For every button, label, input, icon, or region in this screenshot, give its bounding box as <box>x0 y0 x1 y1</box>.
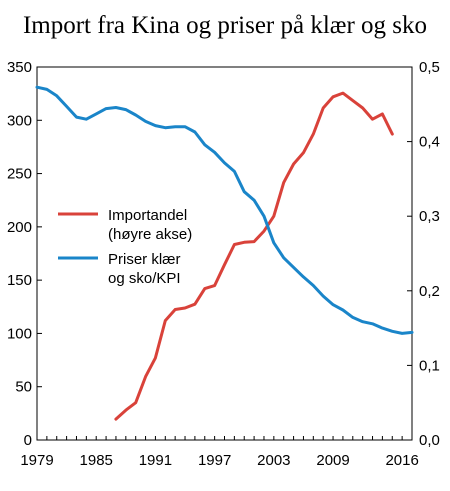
x-tick-label: 2009 <box>316 452 349 469</box>
legend-label-2: Priser klær <box>108 251 181 268</box>
y-left-tick-label: 350 <box>7 59 32 76</box>
x-tick-label: 2003 <box>257 452 290 469</box>
legend-label-1: (høyre akse) <box>108 226 192 243</box>
y-left-tick-label: 250 <box>7 166 32 183</box>
y-right-tick-label: 0,2 <box>419 283 440 300</box>
y-left-tick-label: 0 <box>24 432 32 449</box>
chart-title: Import fra Kina og priser på klær og sko <box>22 12 428 39</box>
series-lines <box>35 85 414 421</box>
y-right-tick-label: 0,1 <box>419 357 440 374</box>
legend-label-2: og sko/KPI <box>108 270 181 287</box>
x-tick-label: 2016 <box>385 452 418 469</box>
y-left-tick-label: 200 <box>7 219 32 236</box>
x-tick-label: 1997 <box>198 452 231 469</box>
legend-label-1: Importandel <box>108 207 187 224</box>
y-right-tick-label: 0,5 <box>419 59 440 76</box>
series-line-1 <box>114 91 394 421</box>
plot-frame <box>36 66 413 441</box>
y-left-tick-label: 50 <box>15 379 32 396</box>
x-tick-label: 1991 <box>139 452 172 469</box>
legend: Importandel (høyre akse) Priser klær og sko… <box>58 207 192 287</box>
y-right-tick-label: 0,3 <box>419 208 440 225</box>
y-left-tick-label: 100 <box>7 325 32 342</box>
axis-ticks: 0 50 100 150 200 250 300 350 0,0 0,1 0,2 0,3 0,4 0,5 1… <box>7 59 440 469</box>
plot-border <box>36 66 413 441</box>
y-right-tick-label: 0,0 <box>419 432 440 449</box>
y-left-tick-label: 300 <box>7 112 32 129</box>
x-tick-label: 1985 <box>80 452 113 469</box>
x-tick-label: 1979 <box>20 452 53 469</box>
y-right-tick-label: 0,4 <box>419 134 440 151</box>
y-left-tick-label: 150 <box>7 272 32 289</box>
series-line-2 <box>35 85 414 335</box>
